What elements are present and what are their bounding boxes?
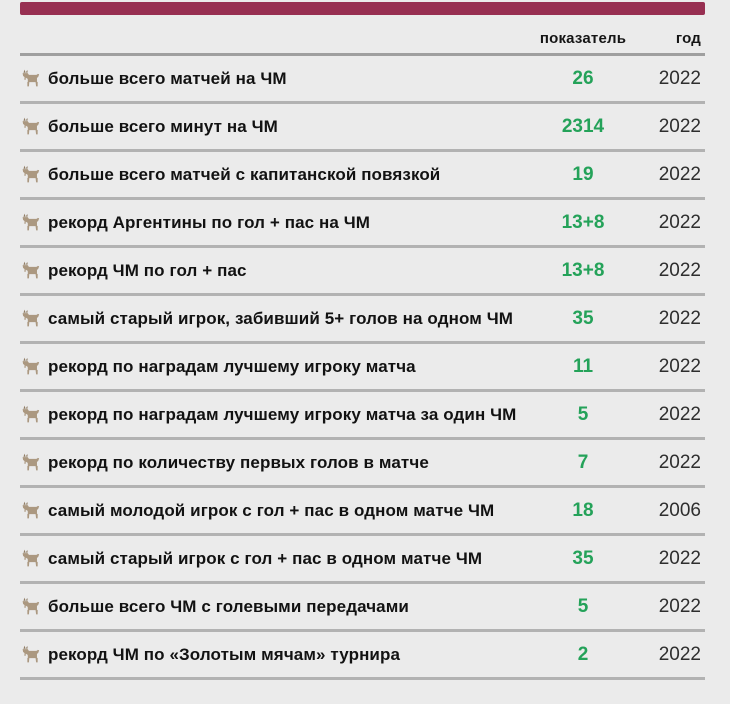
table-body: больше всего матчей на ЧМ 26 2022 больше… <box>20 56 705 680</box>
record-year: 2006 <box>658 499 701 521</box>
record-value: 35 <box>572 547 594 569</box>
table-row: рекорд по количеству первых голов в матч… <box>20 440 705 488</box>
table-row: рекорд ЧМ по гол + пас 13+8 2022 <box>20 248 705 296</box>
table-row: самый старый игрок, забивший 5+ голов на… <box>20 296 705 344</box>
table-header: показатель год <box>20 15 705 56</box>
goat-icon <box>22 117 40 135</box>
record-value: 18 <box>572 499 594 521</box>
record-label-cell: самый старый игрок, забивший 5+ голов на… <box>20 308 533 329</box>
record-label: рекорд ЧМ по гол + пас <box>48 260 247 280</box>
goat-icon <box>22 501 40 519</box>
record-label: рекорд по наградам лучшему игроку матча <box>48 356 416 376</box>
record-value: 2 <box>577 643 589 665</box>
goat-icon <box>22 405 40 423</box>
record-year: 2022 <box>658 403 701 425</box>
record-label: рекорд по количеству первых голов в матч… <box>48 452 429 472</box>
record-value: 13+8 <box>561 211 605 233</box>
record-value: 7 <box>577 451 589 473</box>
record-label: самый молодой игрок с гол + пас в одном … <box>48 500 495 520</box>
record-label-cell: рекорд по наградам лучшему игроку матча … <box>20 404 533 425</box>
record-year: 2022 <box>658 643 701 665</box>
record-label: рекорд ЧМ по «Золотым мячам» турнира <box>48 644 401 664</box>
goat-icon <box>22 213 40 231</box>
table-row: рекорд по наградам лучшему игроку матча … <box>20 344 705 392</box>
record-year: 2022 <box>658 595 701 617</box>
goat-icon <box>22 357 40 375</box>
record-year: 2022 <box>658 115 701 137</box>
table-row: больше всего матчей с капитанской повязк… <box>20 152 705 200</box>
record-year: 2022 <box>658 451 701 473</box>
record-year: 2022 <box>658 547 701 569</box>
top-accent-bar <box>20 2 705 15</box>
record-value: 11 <box>572 355 594 377</box>
record-label-cell: рекорд ЧМ по «Золотым мячам» турнира <box>20 644 533 665</box>
record-label: рекорд по наградам лучшему игроку матча … <box>48 404 517 424</box>
table-row: больше всего минут на ЧМ 2314 2022 <box>20 104 705 152</box>
record-label: самый старый игрок, забивший 5+ голов на… <box>48 308 514 328</box>
record-year: 2022 <box>658 163 701 185</box>
record-label-cell: рекорд по количеству первых голов в матч… <box>20 452 533 473</box>
record-label: больше всего ЧМ с голевыми передачами <box>48 596 409 616</box>
record-year: 2022 <box>658 355 701 377</box>
goat-icon <box>22 453 40 471</box>
goat-icon <box>22 645 40 663</box>
record-label-cell: самый молодой игрок с гол + пас в одном … <box>20 500 533 521</box>
record-year: 2022 <box>658 259 701 281</box>
record-label-cell: рекорд ЧМ по гол + пас <box>20 260 533 281</box>
record-value: 35 <box>572 307 594 329</box>
table-row: самый молодой игрок с гол + пас в одном … <box>20 488 705 536</box>
table-row: рекорд ЧМ по «Золотым мячам» турнира 2 2… <box>20 632 705 680</box>
table-row: самый старый игрок с гол + пас в одном м… <box>20 536 705 584</box>
record-label: больше всего минут на ЧМ <box>48 116 278 136</box>
column-header-year: год <box>675 30 701 47</box>
table-row: больше всего ЧМ с голевыми передачами 5 … <box>20 584 705 632</box>
record-year: 2022 <box>658 211 701 233</box>
table-row: рекорд Аргентины по гол + пас на ЧМ 13+8… <box>20 200 705 248</box>
goat-icon <box>22 549 40 567</box>
goat-icon <box>22 309 40 327</box>
record-label-cell: больше всего матчей с капитанской повязк… <box>20 164 533 185</box>
record-year: 2022 <box>658 307 701 329</box>
record-label-cell: рекорд по наградам лучшему игроку матча <box>20 356 533 377</box>
record-value: 19 <box>572 163 594 185</box>
goat-icon <box>22 69 40 87</box>
records-table: показатель год больше всего матчей на ЧМ… <box>20 2 705 680</box>
record-label: больше всего матчей на ЧМ <box>48 68 287 88</box>
record-label: больше всего матчей с капитанской повязк… <box>48 164 441 184</box>
record-value: 26 <box>572 67 594 89</box>
table-row: рекорд по наградам лучшему игроку матча … <box>20 392 705 440</box>
goat-icon <box>22 597 40 615</box>
table-row: больше всего матчей на ЧМ 26 2022 <box>20 56 705 104</box>
record-value: 5 <box>577 403 589 425</box>
record-label: рекорд Аргентины по гол + пас на ЧМ <box>48 212 371 232</box>
record-label: самый старый игрок с гол + пас в одном м… <box>48 548 483 568</box>
record-label-cell: больше всего ЧМ с голевыми передачами <box>20 596 533 617</box>
record-label-cell: самый старый игрок с гол + пас в одном м… <box>20 548 533 569</box>
record-value: 2314 <box>561 115 605 137</box>
record-value: 5 <box>577 595 589 617</box>
record-label-cell: больше всего минут на ЧМ <box>20 116 533 137</box>
record-year: 2022 <box>658 67 701 89</box>
goat-icon <box>22 165 40 183</box>
record-label-cell: рекорд Аргентины по гол + пас на ЧМ <box>20 212 533 233</box>
record-label-cell: больше всего матчей на ЧМ <box>20 68 533 89</box>
goat-icon <box>22 261 40 279</box>
record-value: 13+8 <box>561 259 605 281</box>
column-header-metric: показатель <box>539 30 627 47</box>
